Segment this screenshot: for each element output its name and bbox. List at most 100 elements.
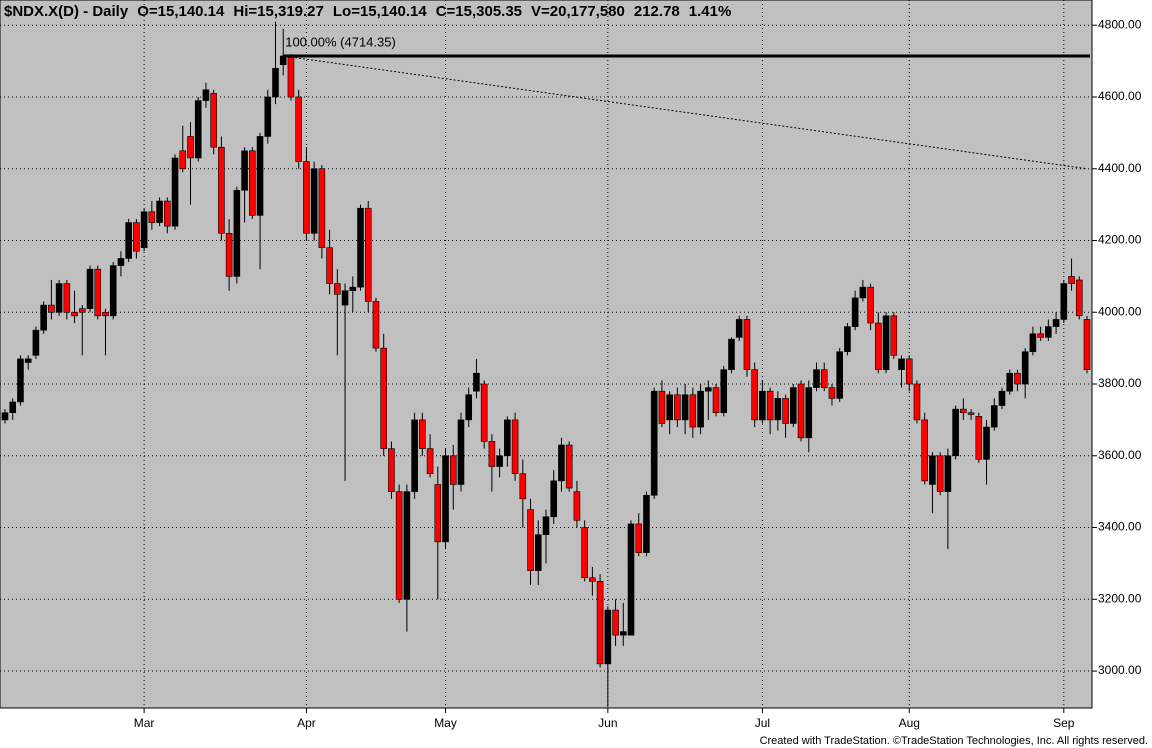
candle-body xyxy=(743,319,751,370)
candle-body xyxy=(681,394,689,421)
candle-body xyxy=(998,390,1006,406)
candle-body xyxy=(264,96,272,137)
candle-body xyxy=(480,383,488,442)
x-tick-label: Mar xyxy=(134,716,155,730)
candle-body xyxy=(109,265,117,317)
candle-body xyxy=(844,326,851,353)
candle-body xyxy=(202,89,210,101)
candle-body xyxy=(86,268,94,309)
candle-body xyxy=(813,369,820,388)
candle-body xyxy=(357,207,364,288)
candle-body xyxy=(604,609,612,665)
candle-body xyxy=(650,390,658,496)
y-tick-label: 4000.00 xyxy=(1098,304,1142,318)
y-tick-label: 3800.00 xyxy=(1098,376,1142,390)
candle-body xyxy=(210,93,217,148)
candle-body xyxy=(658,390,666,424)
candle-body xyxy=(728,338,735,370)
y-tick-label: 4800.00 xyxy=(1098,17,1142,31)
candle-body xyxy=(534,534,542,571)
x-tick-label: Aug xyxy=(899,716,920,730)
candle-body xyxy=(125,222,132,259)
candle-body xyxy=(1,412,9,421)
candle-body xyxy=(697,390,704,428)
candle-body xyxy=(241,150,248,191)
candle-body xyxy=(805,387,813,439)
candle-body xyxy=(542,516,550,536)
candle-body xyxy=(960,408,967,414)
candle-body xyxy=(148,211,156,223)
candle-body xyxy=(249,150,256,216)
candle-body xyxy=(17,358,24,403)
candle-body xyxy=(975,416,983,460)
candle-body xyxy=(558,444,565,482)
header-item: Lo=15,140.14 xyxy=(333,3,427,20)
candle-body xyxy=(403,491,411,600)
candle-body xyxy=(78,308,86,313)
candle-body xyxy=(218,146,225,234)
candle-body xyxy=(48,304,55,313)
y-tick-label: 4600.00 xyxy=(1098,89,1142,103)
header-item: V=20,177,580 xyxy=(531,3,625,20)
candle-body xyxy=(851,297,859,327)
candle-body xyxy=(326,247,333,284)
candle-body xyxy=(875,322,882,370)
candle-body xyxy=(310,168,318,234)
candle-body xyxy=(720,369,728,414)
candle-body xyxy=(164,200,171,227)
plot-area xyxy=(0,0,1093,709)
candle-body xyxy=(1029,333,1037,353)
candle-body xyxy=(704,387,712,392)
x-tick-label: Jun xyxy=(598,716,617,730)
candle-body xyxy=(596,581,604,665)
candle-body xyxy=(380,347,388,449)
candle-body xyxy=(828,387,836,399)
candle-body xyxy=(944,455,952,492)
candle-body xyxy=(967,412,975,415)
candle-body xyxy=(179,150,187,170)
candle-body xyxy=(782,398,789,424)
candle-body xyxy=(913,383,921,421)
candle-body xyxy=(194,100,202,159)
candle-body xyxy=(295,96,302,162)
candle-body xyxy=(364,207,372,302)
candle-body xyxy=(449,455,457,485)
candle-body xyxy=(419,419,426,449)
candle-body xyxy=(751,369,758,421)
header-item: Hi=15,319.27 xyxy=(233,3,324,20)
candle-body xyxy=(1006,372,1014,392)
candle-body xyxy=(643,494,650,553)
header: $NDX.X(D) - Daily O=15,140.14 Hi=15,319.27… xyxy=(4,3,731,20)
candle-body xyxy=(666,394,673,421)
x-tick-label: Apr xyxy=(297,716,316,730)
candle-body xyxy=(905,358,913,385)
header-item: 1.41% xyxy=(689,3,732,20)
candle-body xyxy=(867,286,874,324)
candle-body xyxy=(1014,372,1021,385)
candle-body xyxy=(983,426,990,460)
candle-body xyxy=(117,258,125,266)
candle-body xyxy=(859,286,867,299)
candle-body xyxy=(171,157,179,227)
candle-body xyxy=(303,161,310,234)
candle-body xyxy=(936,455,944,492)
candle-body xyxy=(898,358,905,370)
candle-body xyxy=(565,444,573,489)
candle-body xyxy=(1075,279,1083,317)
header-item: $NDX.X(D) - Daily xyxy=(4,3,129,20)
candle-body xyxy=(952,408,959,457)
candle-body xyxy=(318,168,326,248)
candle-body xyxy=(759,390,766,421)
candle-body xyxy=(797,383,805,439)
candle-body xyxy=(372,301,380,349)
candle-body xyxy=(612,609,619,636)
candle-body xyxy=(766,390,774,421)
header-item: O=15,140.14 xyxy=(137,3,225,20)
candle-body xyxy=(32,329,40,356)
candle-body xyxy=(774,398,782,421)
candle-body xyxy=(1045,326,1052,338)
candle-body xyxy=(635,523,643,553)
x-tick-label: Sep xyxy=(1053,716,1075,730)
footer: Created with TradeStation. ©TradeStation… xyxy=(760,735,1148,747)
